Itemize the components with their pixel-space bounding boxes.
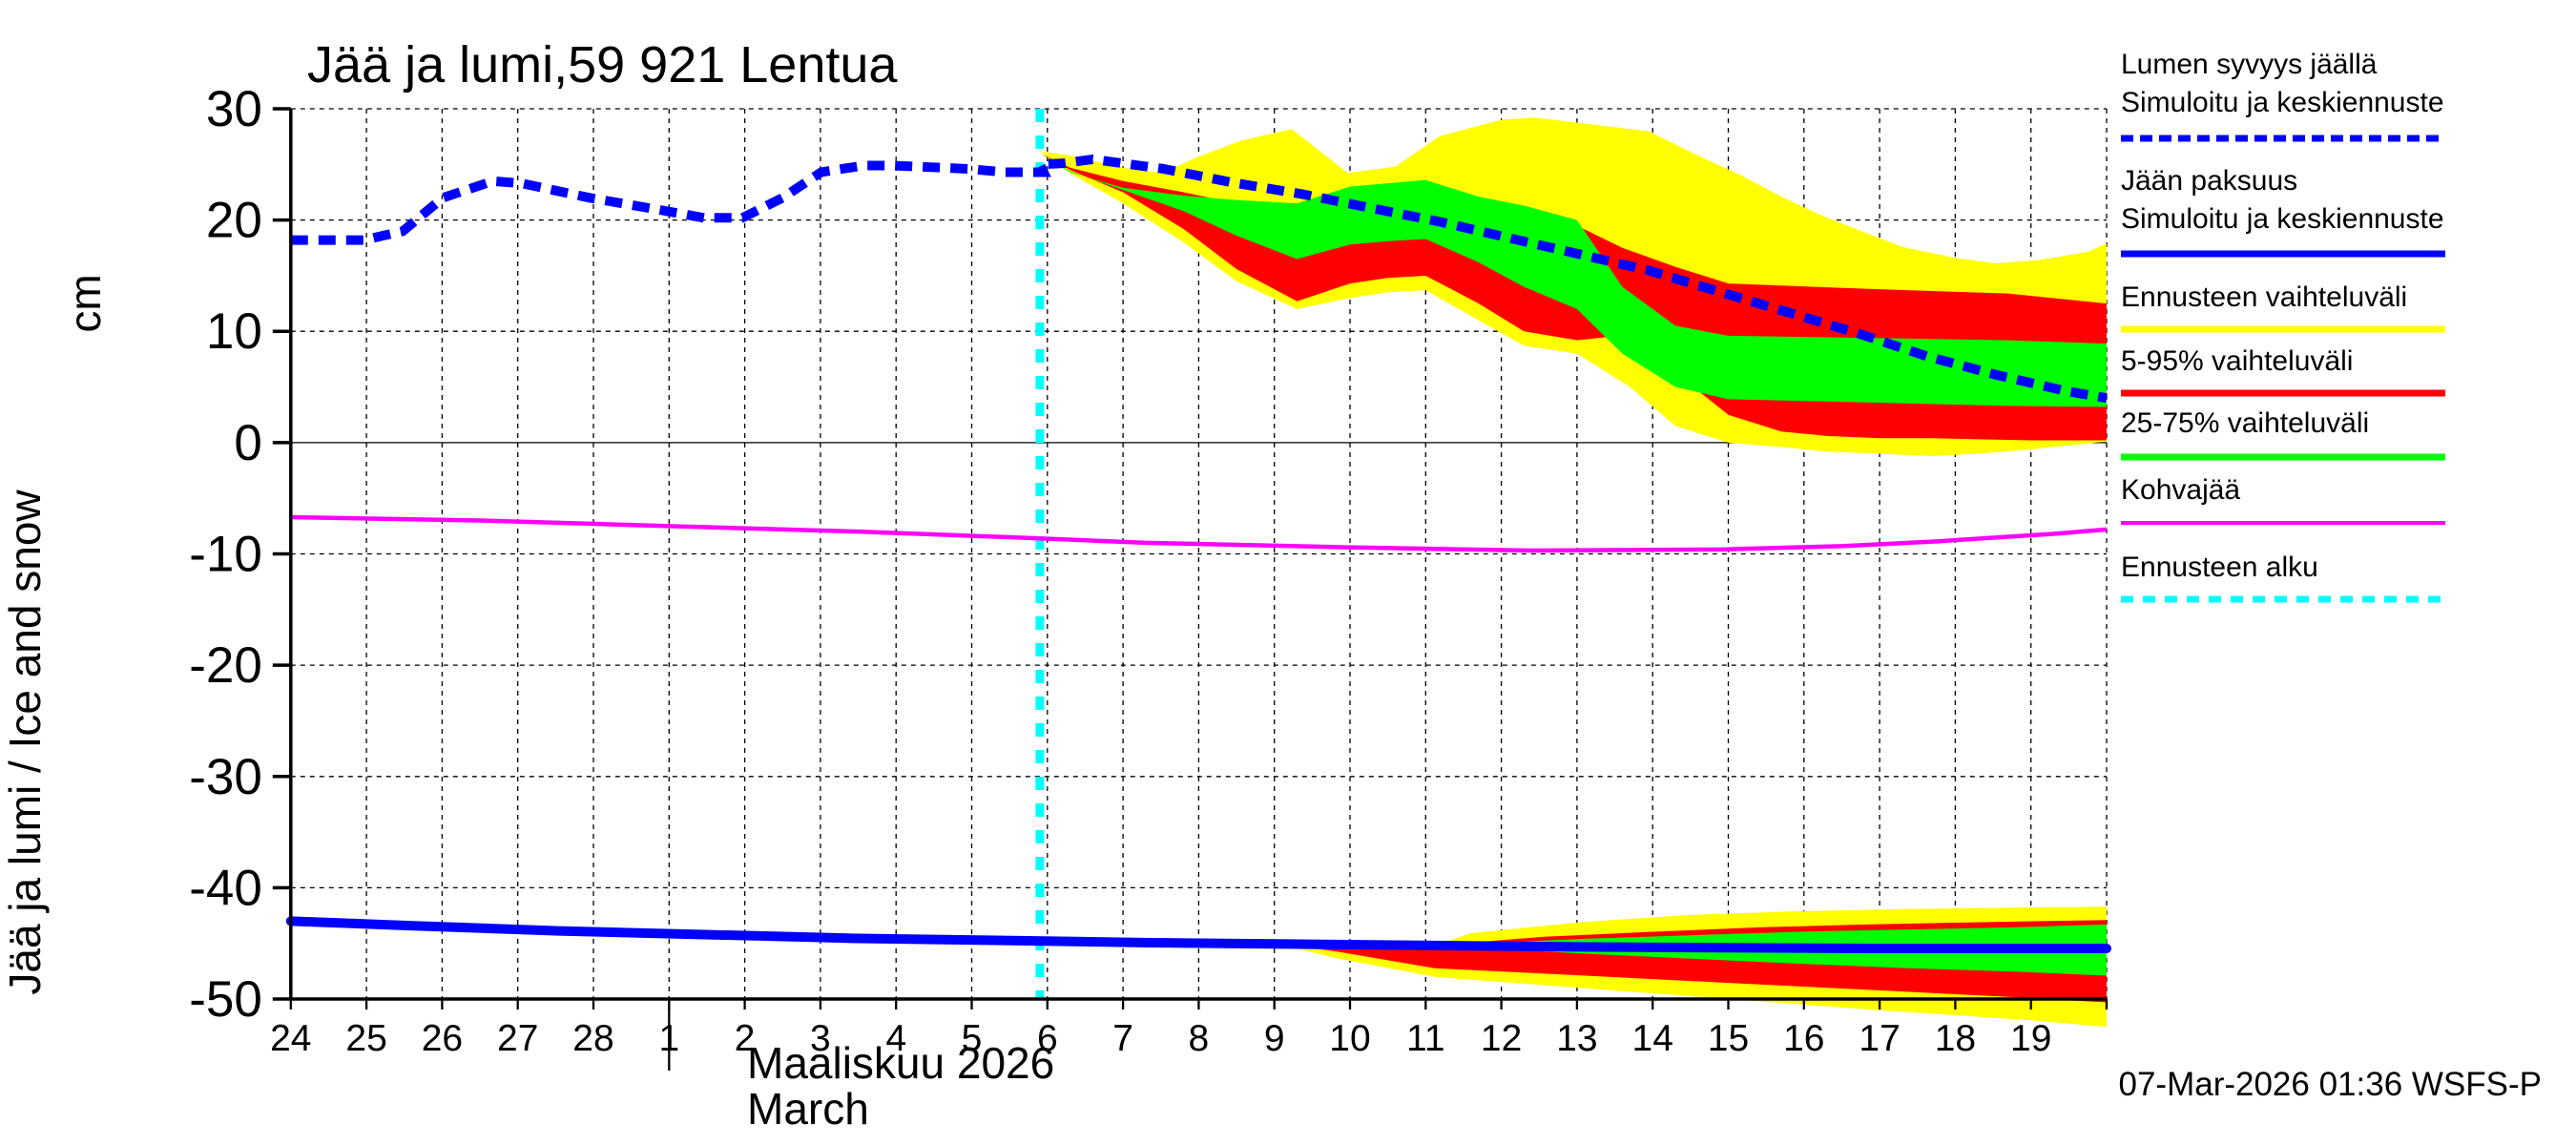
svg-text:5-95% vaihteluväli: 5-95% vaihteluväli: [2121, 345, 2353, 377]
svg-text:10: 10: [1329, 1018, 1370, 1059]
svg-text:27: 27: [497, 1018, 538, 1059]
svg-text:16: 16: [1783, 1018, 1824, 1059]
svg-text:11: 11: [1406, 1018, 1445, 1059]
svg-text:-30: -30: [189, 749, 262, 805]
svg-text:26: 26: [422, 1018, 463, 1059]
svg-text:19: 19: [2010, 1018, 2051, 1059]
svg-text:March: March: [747, 1084, 869, 1134]
svg-text:30: 30: [206, 81, 262, 137]
svg-text:Jää ja lumi / Ice and snow: Jää ja lumi / Ice and snow: [0, 489, 50, 995]
svg-text:18: 18: [1935, 1018, 1976, 1059]
svg-text:25: 25: [345, 1018, 386, 1059]
svg-text:-50: -50: [189, 971, 262, 1028]
svg-text:Jään paksuus: Jään paksuus: [2121, 165, 2297, 197]
svg-text:Kohvajää: Kohvajää: [2121, 474, 2240, 506]
svg-text:1: 1: [658, 1018, 679, 1059]
svg-text:-40: -40: [189, 860, 262, 916]
svg-text:17: 17: [1859, 1018, 1900, 1059]
svg-text:Simuloitu ja keskiennuste: Simuloitu ja keskiennuste: [2121, 203, 2444, 235]
svg-text:Simuloitu ja keskiennuste: Simuloitu ja keskiennuste: [2121, 87, 2444, 118]
svg-text:20: 20: [206, 193, 262, 249]
svg-text:8: 8: [1189, 1018, 1210, 1059]
svg-text:Ennusteen vaihteluväli: Ennusteen vaihteluväli: [2121, 281, 2407, 313]
svg-text:24: 24: [270, 1018, 311, 1059]
svg-text:25-75% vaihteluväli: 25-75% vaihteluväli: [2121, 407, 2369, 439]
svg-text:-20: -20: [189, 637, 262, 694]
svg-text:Ennusteen alku: Ennusteen alku: [2121, 552, 2318, 583]
svg-text:-10: -10: [189, 527, 262, 583]
svg-text:28: 28: [572, 1018, 613, 1059]
svg-text:9: 9: [1264, 1018, 1285, 1059]
svg-text:Maaliskuu 2026: Maaliskuu 2026: [747, 1038, 1054, 1088]
svg-text:15: 15: [1708, 1018, 1749, 1059]
svg-text:10: 10: [206, 303, 262, 360]
svg-text:Lumen syvyys jäällä: Lumen syvyys jäällä: [2121, 49, 2378, 80]
svg-text:07-Mar-2026 01:36 WSFS-P: 07-Mar-2026 01:36 WSFS-P: [2118, 1066, 2542, 1103]
svg-text:13: 13: [1556, 1018, 1597, 1059]
svg-text:cm: cm: [60, 274, 110, 332]
svg-text:7: 7: [1112, 1018, 1133, 1059]
svg-text:14: 14: [1632, 1018, 1673, 1059]
svg-text:0: 0: [234, 415, 261, 471]
svg-text:12: 12: [1481, 1018, 1522, 1059]
svg-text:Jää ja lumi,59 921 Lentua: Jää ja lumi,59 921 Lentua: [307, 36, 898, 94]
